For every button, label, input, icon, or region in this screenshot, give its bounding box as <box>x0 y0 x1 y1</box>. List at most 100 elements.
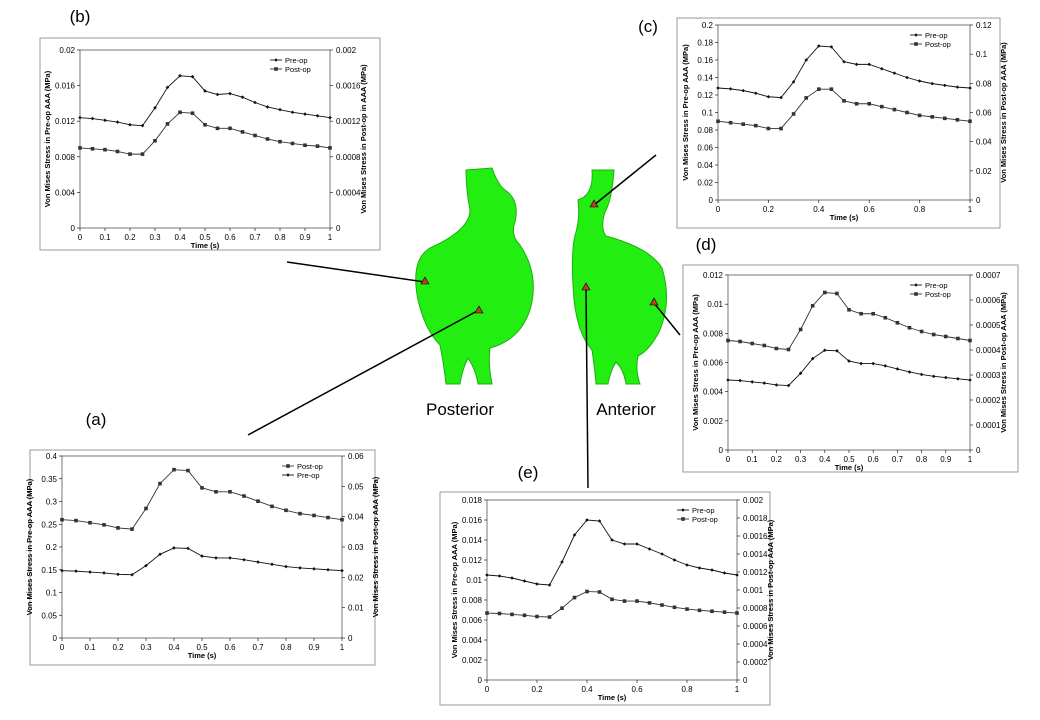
x-tick-label: 1 <box>340 643 345 652</box>
marker <box>930 81 934 86</box>
marker <box>660 552 664 556</box>
marker <box>328 115 332 120</box>
leader-line <box>247 309 480 436</box>
x-tick-label: 1 <box>968 455 973 464</box>
x-tick-label: 0.8 <box>274 233 286 242</box>
y-tick-label: 0.1 <box>46 589 58 598</box>
marker <box>190 74 195 79</box>
x-tick-label: 0.7 <box>252 643 264 652</box>
y2-tick-label: 0.002 <box>336 46 357 55</box>
marker <box>847 359 851 363</box>
y2-axis-title: Von Mises Stress in Post-op in AAA (MPa) <box>359 64 368 214</box>
marker <box>256 560 260 564</box>
y-tick-label: 0 <box>478 676 483 685</box>
y2-tick-label: 0.0001 <box>976 421 1001 430</box>
marker <box>895 320 900 325</box>
marker <box>88 520 92 525</box>
y2-tick-label: 0.0002 <box>743 658 768 667</box>
x-tick-label: 0.8 <box>681 685 693 694</box>
marker <box>728 120 733 125</box>
marker <box>278 139 282 144</box>
chart: (d)0 0.1 0.2 0.3 0.4 0.5 0.6 0.7 0.8 0.9 100.0020.… <box>682 235 1019 473</box>
marker <box>791 80 796 84</box>
marker <box>835 291 839 296</box>
marker <box>186 546 190 551</box>
marker <box>497 611 502 616</box>
marker <box>622 542 627 546</box>
marker <box>215 126 220 131</box>
marker <box>880 104 884 109</box>
marker <box>200 554 204 558</box>
leader-lines <box>247 154 681 489</box>
x-tick-label: 0.6 <box>224 643 236 652</box>
y-tick-label: 0.008 <box>703 329 724 338</box>
marker <box>907 325 912 330</box>
y2-axis-title: Von Mises Stress in Post-op AAA (MPa) <box>371 476 380 617</box>
marker <box>892 71 897 75</box>
marker <box>697 566 702 570</box>
marker <box>892 107 897 112</box>
x-tick-label: 0.2 <box>124 233 136 242</box>
legend-marker <box>286 473 290 477</box>
y2-tick-label: 0.06 <box>976 109 992 118</box>
marker <box>240 130 245 134</box>
y-tick-label: 0.012 <box>55 117 76 126</box>
x-tick-label: 0.1 <box>99 233 111 242</box>
marker <box>931 374 936 379</box>
y2-tick-label: 0.0016 <box>743 532 768 541</box>
x-tick-label: 0.1 <box>84 643 96 652</box>
y2-tick-label: 0.0002 <box>976 396 1001 405</box>
marker <box>78 146 82 150</box>
x-tick-label: 0.4 <box>581 685 593 694</box>
marker <box>859 311 863 316</box>
marker <box>585 518 589 522</box>
probe-marker <box>581 282 591 291</box>
marker <box>842 59 846 64</box>
legend-label: Pre-op <box>925 281 948 290</box>
marker <box>817 44 821 48</box>
marker <box>115 149 120 154</box>
y2-tick-label: 0.03 <box>348 543 364 552</box>
y-tick-label: 0 <box>719 446 724 455</box>
y-tick-label: 0.012 <box>703 271 724 280</box>
y2-tick-label: 0.002 <box>743 496 764 505</box>
marker <box>178 110 182 115</box>
marker <box>944 375 948 380</box>
marker <box>779 126 783 131</box>
y2-tick-label: 0.0012 <box>336 117 361 126</box>
marker <box>635 599 639 603</box>
marker <box>722 610 727 614</box>
marker <box>547 615 552 619</box>
y-tick-label: 0.14 <box>697 74 713 83</box>
marker <box>710 609 714 614</box>
y2-tick-label: 0.05 <box>348 482 364 491</box>
marker <box>968 378 972 382</box>
marker <box>610 538 614 542</box>
marker <box>766 94 771 99</box>
marker <box>74 518 78 523</box>
y-tick-label: 0.008 <box>55 153 76 162</box>
x-tick-label: 0.6 <box>631 685 643 694</box>
x-tick-label: 0.3 <box>795 455 807 464</box>
marker <box>810 356 815 361</box>
marker <box>535 614 539 619</box>
x-tick-label: 0.7 <box>892 455 904 464</box>
y-tick-label: 0.04 <box>697 161 713 170</box>
y2-tick-label: 0.001 <box>743 586 764 595</box>
marker <box>867 101 871 106</box>
marker <box>290 141 295 146</box>
marker <box>823 290 827 295</box>
y2-axis-title: Von Mises Stress in Post-op AAA (MPa) <box>766 519 775 660</box>
marker <box>278 107 282 112</box>
marker <box>738 339 742 344</box>
marker <box>510 576 514 580</box>
leader-line <box>653 302 681 336</box>
leader-line <box>286 261 426 283</box>
marker <box>726 378 730 382</box>
x-tick-label: 0.8 <box>916 455 928 464</box>
probe-marker <box>474 305 484 314</box>
y-tick-label: 0.018 <box>462 496 483 505</box>
x-tick-label: 0.6 <box>864 205 876 214</box>
legend-marker <box>274 67 278 71</box>
